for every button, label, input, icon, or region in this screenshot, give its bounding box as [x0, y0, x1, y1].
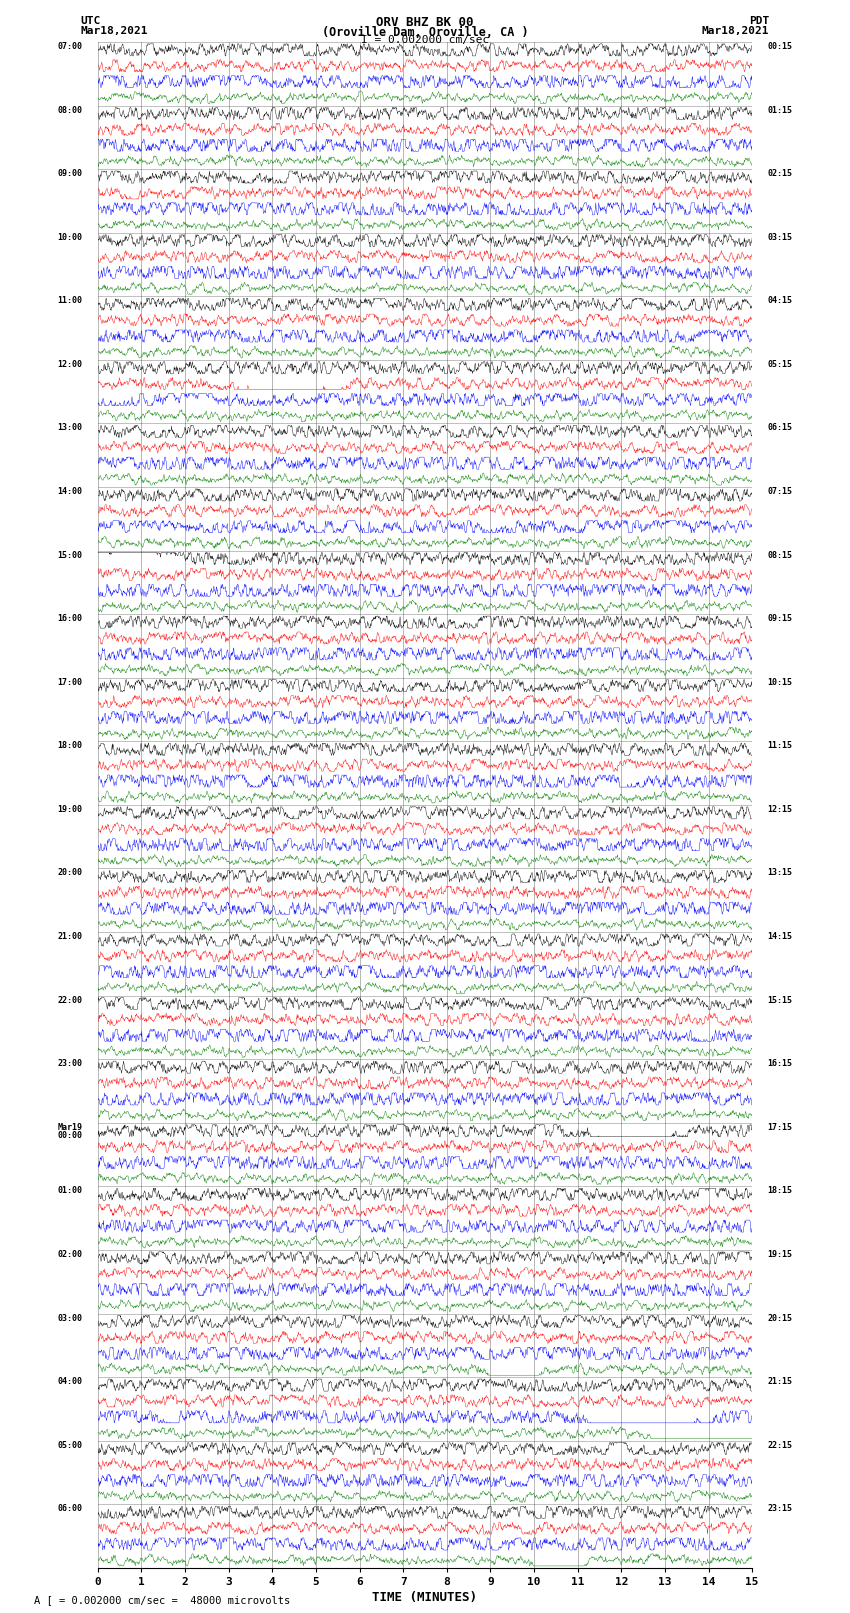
Text: 17:00: 17:00 — [58, 677, 82, 687]
Text: 10:00: 10:00 — [58, 232, 82, 242]
Text: 11:15: 11:15 — [768, 742, 792, 750]
Text: 18:15: 18:15 — [768, 1187, 792, 1195]
Text: 16:00: 16:00 — [58, 615, 82, 623]
Text: 01:00: 01:00 — [58, 1187, 82, 1195]
Text: UTC: UTC — [81, 16, 101, 26]
Text: 14:00: 14:00 — [58, 487, 82, 495]
Text: 08:00: 08:00 — [58, 105, 82, 115]
Text: 21:15: 21:15 — [768, 1378, 792, 1386]
Text: 10:15: 10:15 — [768, 677, 792, 687]
Text: 14:15: 14:15 — [768, 932, 792, 940]
Text: Mar19
00:00: Mar19 00:00 — [58, 1123, 82, 1140]
Text: (Oroville Dam, Oroville, CA ): (Oroville Dam, Oroville, CA ) — [321, 26, 529, 39]
Text: 09:15: 09:15 — [768, 615, 792, 623]
Text: 02:00: 02:00 — [58, 1250, 82, 1258]
Text: 21:00: 21:00 — [58, 932, 82, 940]
Text: 19:15: 19:15 — [768, 1250, 792, 1258]
Text: 07:15: 07:15 — [768, 487, 792, 495]
Text: 20:15: 20:15 — [768, 1313, 792, 1323]
Text: 00:15: 00:15 — [768, 42, 792, 52]
Text: 07:00: 07:00 — [58, 42, 82, 52]
Text: 22:15: 22:15 — [768, 1440, 792, 1450]
Text: 23:15: 23:15 — [768, 1505, 792, 1513]
Text: 03:15: 03:15 — [768, 232, 792, 242]
Text: 16:15: 16:15 — [768, 1060, 792, 1068]
Text: Mar18,2021: Mar18,2021 — [702, 26, 769, 35]
Text: 18:00: 18:00 — [58, 742, 82, 750]
Text: 06:00: 06:00 — [58, 1505, 82, 1513]
Text: 12:00: 12:00 — [58, 360, 82, 369]
Text: 06:15: 06:15 — [768, 424, 792, 432]
Text: A [ = 0.002000 cm/sec =  48000 microvolts: A [ = 0.002000 cm/sec = 48000 microvolts — [34, 1595, 290, 1605]
Text: 13:15: 13:15 — [768, 868, 792, 877]
Text: 13:00: 13:00 — [58, 424, 82, 432]
Text: Mar18,2021: Mar18,2021 — [81, 26, 148, 35]
Text: 15:00: 15:00 — [58, 550, 82, 560]
Text: 05:00: 05:00 — [58, 1440, 82, 1450]
Text: I = 0.002000 cm/sec: I = 0.002000 cm/sec — [361, 35, 489, 45]
Text: 12:15: 12:15 — [768, 805, 792, 815]
Text: 22:00: 22:00 — [58, 995, 82, 1005]
Text: 09:00: 09:00 — [58, 169, 82, 177]
Text: 01:15: 01:15 — [768, 105, 792, 115]
Text: 08:15: 08:15 — [768, 550, 792, 560]
Text: 04:15: 04:15 — [768, 297, 792, 305]
Text: 11:00: 11:00 — [58, 297, 82, 305]
Text: 17:15: 17:15 — [768, 1123, 792, 1132]
Text: 02:15: 02:15 — [768, 169, 792, 177]
Text: 05:15: 05:15 — [768, 360, 792, 369]
Text: ORV BHZ BK 00: ORV BHZ BK 00 — [377, 16, 473, 29]
Text: 03:00: 03:00 — [58, 1313, 82, 1323]
Text: PDT: PDT — [749, 16, 769, 26]
X-axis label: TIME (MINUTES): TIME (MINUTES) — [372, 1590, 478, 1603]
Text: 20:00: 20:00 — [58, 868, 82, 877]
Text: 23:00: 23:00 — [58, 1060, 82, 1068]
Text: 19:00: 19:00 — [58, 805, 82, 815]
Text: 04:00: 04:00 — [58, 1378, 82, 1386]
Text: 15:15: 15:15 — [768, 995, 792, 1005]
